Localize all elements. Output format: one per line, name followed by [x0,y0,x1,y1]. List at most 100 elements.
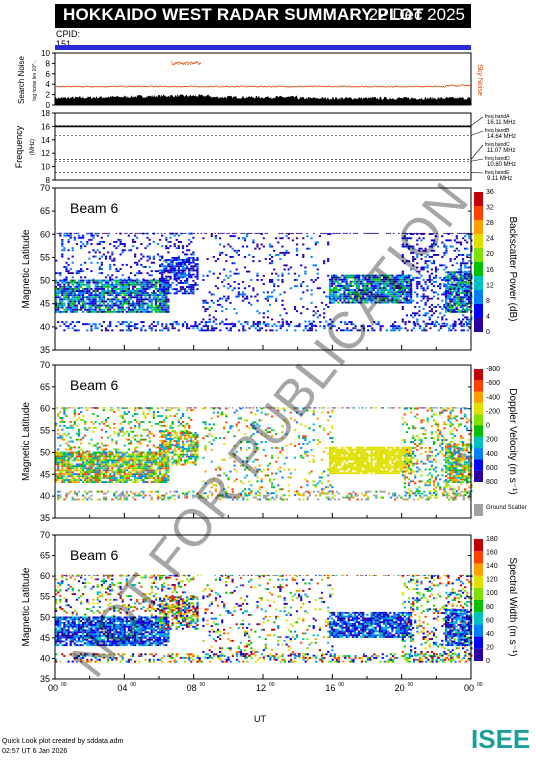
heatmap-cell [98,257,101,260]
heatmap-cell [466,279,469,281]
heatmap-cell [82,306,85,309]
heatmap-cell [73,329,76,332]
sky-noise-point [194,62,196,64]
sky-noise-point [254,85,256,87]
heatmap-cell [140,292,143,294]
heatmap-cell [144,279,147,282]
heatmap-cell [75,300,78,303]
heatmap-cell [154,292,157,294]
heatmap-cell [449,277,452,280]
heatmap-cell [281,498,284,501]
heatmap-cell [268,258,272,260]
heatmap-cell [323,325,326,328]
heatmap-cell [146,298,149,301]
heatmap-cell [111,306,114,309]
heatmap-cell [154,475,157,478]
heatmap-cell [146,477,149,479]
heatmap-cell [173,490,176,493]
heatmap-cell [198,496,201,499]
heatmap-cell [453,324,456,327]
heatmap-cell [339,278,342,281]
sky-noise-point [454,85,456,87]
heatmap-cell [353,291,356,294]
heatmap-cell [179,275,182,278]
heatmap-cell [447,283,450,285]
sky-noise-point [280,85,282,87]
heatmap-cell [57,451,60,454]
heatmap-cell [98,232,100,234]
heatmap-cell [90,475,93,478]
heatmap-cell [163,467,166,470]
heatmap-cell [424,322,427,325]
heatmap-cell [119,457,122,460]
heatmap-cell [443,314,446,317]
heatmap-cell [349,232,352,234]
heatmap-cell [412,312,415,315]
heatmap-cell [82,461,85,464]
heatmap-cell [169,292,172,295]
heatmap-cell [358,282,361,285]
sky-noise-point [123,85,125,87]
heatmap-cell [405,243,408,246]
heatmap-cell [399,295,402,298]
heatmap-cell [271,260,274,263]
heatmap-cell [121,300,124,303]
heatmap-cell [416,283,419,285]
heatmap-cell [188,490,191,493]
heatmap-cell [466,329,469,332]
heatmap-cell [285,251,288,254]
heatmap-cell [167,247,170,250]
heatmap-cell [154,463,157,466]
heatmap-cell [146,455,149,458]
heatmap-cell [138,288,141,290]
heatmap-cell [457,310,460,313]
heatmap-cell [393,297,396,300]
heatmap-cell [96,234,99,237]
heatmap-cell [173,275,176,278]
heatmap-cell [138,304,141,307]
heatmap-cell [94,300,97,303]
heatmap-cell [350,329,353,332]
heatmap-cell [186,274,189,277]
heatmap-cell [337,327,341,330]
heatmap-cell [428,274,431,277]
heatmap-cell [348,492,351,495]
heatmap-cell [111,292,114,294]
heatmap-cell [231,289,234,292]
heatmap-cell [310,279,313,281]
sky-noise-point [404,86,406,88]
heatmap-cell [360,492,363,495]
heatmap-cell [159,277,162,280]
heatmap-cell [448,494,451,497]
heatmap-cell [113,465,116,468]
heatmap-cell [416,270,419,273]
sky-noise-point [200,86,202,88]
heatmap-cell [65,325,68,328]
heatmap-cell [117,288,120,290]
heatmap-cell [159,469,162,472]
heatmap-cell [451,264,454,267]
heatmap-cell [61,290,64,292]
heatmap-cell [123,451,126,454]
heatmap-cell [59,471,62,474]
heatmap-cell [119,288,122,290]
heatmap-cell [69,490,72,493]
heatmap-cell [265,498,268,501]
heatmap-cell [423,327,426,330]
heatmap-cell [127,477,130,479]
heatmap-cell [159,292,162,294]
heatmap-cell [142,325,145,328]
heatmap-cell [129,278,133,281]
heatmap-cell [156,498,160,501]
heatmap-cell [447,281,450,284]
heatmap-cell [102,457,105,460]
sky-noise-point [63,86,65,88]
heatmap-cell [140,327,143,330]
heatmap-cell [123,290,126,292]
heatmap-cell [192,325,195,328]
heatmap-cell [127,249,130,252]
heatmap-cell [412,327,415,330]
heatmap-cell [451,285,454,288]
sky-noise-point [303,86,305,88]
heatmap-cell [148,461,151,464]
